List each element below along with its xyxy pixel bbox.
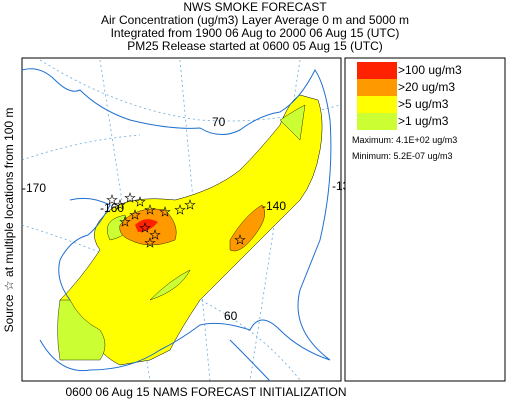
maximum: Maximum: 4.1E+02 ug/m3 bbox=[352, 135, 457, 145]
smoke-area bbox=[135, 219, 158, 232]
source-star bbox=[114, 199, 126, 210]
graticule-label: -160 bbox=[100, 201, 124, 215]
source-star bbox=[144, 204, 156, 215]
legend-swatch bbox=[357, 113, 397, 130]
smoke-area bbox=[57, 104, 306, 361]
subtitle: Air Concentration (ug/m3) Layer Average … bbox=[101, 13, 409, 27]
smoke-area bbox=[119, 204, 265, 252]
minimum: Minimum: 5.2E-07 ug/m3 bbox=[352, 151, 453, 161]
source-star bbox=[139, 222, 151, 233]
legend-label: >20 ug/m3 bbox=[398, 80, 455, 94]
legend-label: >5 ug/m3 bbox=[398, 97, 449, 111]
smoke-area bbox=[59, 94, 323, 366]
graticule-label: 60 bbox=[224, 309, 238, 323]
graticule-label: -170 bbox=[22, 181, 46, 195]
side-label: Source ☆ at multiple locations from 100 … bbox=[2, 108, 16, 333]
source-star bbox=[174, 204, 186, 215]
legend-label: >100 ug/m3 bbox=[398, 63, 462, 77]
source-star bbox=[129, 209, 141, 220]
subtitle: PM25 Release started at 0600 05 Aug 15 (… bbox=[127, 39, 382, 53]
legend-swatch bbox=[357, 96, 397, 113]
source-star bbox=[106, 194, 118, 205]
source-star bbox=[124, 192, 136, 203]
legend: >100 ug/m3 >20 ug/m3 >5 ug/m3 >1 ug/m3 bbox=[357, 62, 462, 130]
source-star bbox=[134, 196, 146, 207]
subtitle: Integrated from 1900 06 Aug to 2000 06 A… bbox=[111, 26, 400, 40]
source-star bbox=[119, 216, 131, 227]
source-star bbox=[149, 229, 161, 240]
graticule-label: -140 bbox=[262, 199, 286, 213]
legend-swatch bbox=[357, 79, 397, 96]
title: NWS SMOKE FORECAST bbox=[183, 0, 327, 14]
footer: 0600 06 Aug 15 NAMS FORECAST INITIALIZAT… bbox=[66, 385, 347, 399]
source-star bbox=[144, 237, 156, 248]
source-star bbox=[184, 199, 196, 210]
legend-label: >1 ug/m3 bbox=[398, 114, 449, 128]
legend-swatch bbox=[357, 62, 397, 79]
graticule-label: 70 bbox=[212, 115, 226, 129]
source-star bbox=[159, 206, 171, 217]
source-star bbox=[234, 234, 246, 245]
